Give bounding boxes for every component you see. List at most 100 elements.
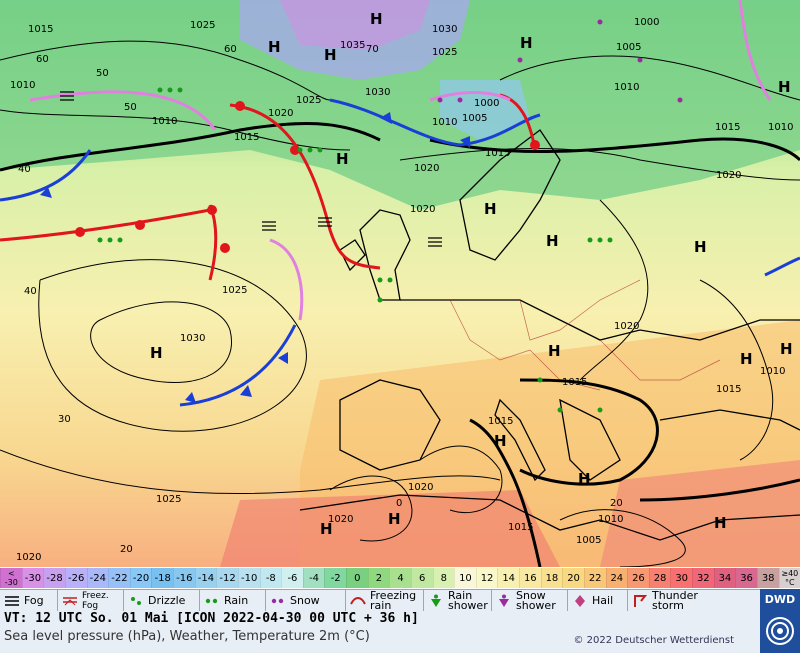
pressure-label: 1010 xyxy=(598,514,623,525)
temp-label: 70 xyxy=(366,44,379,55)
legend-thunderstorm-label: Thunder storm xyxy=(652,589,698,612)
scale-cell: 32 xyxy=(692,568,714,588)
freezing-rain-icon xyxy=(350,597,366,605)
pressure-label: 1005 xyxy=(576,535,601,546)
pressure-label: 1020 xyxy=(410,204,435,215)
temp-label: 20 xyxy=(610,498,623,509)
high-marker: H xyxy=(320,520,333,538)
scale-cell: 2 xyxy=(367,568,390,588)
temp-label: 60 xyxy=(36,54,49,65)
pressure-label: 1015 xyxy=(234,132,259,143)
temp-label: 60 xyxy=(224,44,237,55)
legend-freez-fog-label: Freez. Fog xyxy=(82,591,109,611)
fog-icon xyxy=(5,596,19,606)
temp-label: 30 xyxy=(58,414,71,425)
legend-snow: Snow xyxy=(266,590,346,612)
scale-cell: 22 xyxy=(583,568,606,588)
high-marker: H xyxy=(494,432,507,450)
info-panel: VT: 12 UTC So. 01 Mai [ICON 2022-04-30 0… xyxy=(0,611,760,653)
scale-cell: -16 xyxy=(173,568,195,588)
scale-cell: 16 xyxy=(519,568,541,588)
pressure-label: 1015 xyxy=(508,522,533,533)
legend-hail: Hail xyxy=(568,590,628,612)
scale-cell: 12 xyxy=(475,568,498,588)
temp-label: 50 xyxy=(96,68,109,79)
high-marker: H xyxy=(546,232,559,250)
pressure-label: 1025 xyxy=(432,47,457,58)
pressure-label: 1030 xyxy=(365,87,390,98)
scale-cell: 20 xyxy=(562,568,584,588)
pressure-label: 1005 xyxy=(462,113,487,124)
legend-snow-label: Snow xyxy=(290,594,320,607)
pressure-label: 1025 xyxy=(156,494,181,505)
legend-freezing-rain-label: Freezing rain xyxy=(370,589,417,612)
legend-fog-label: Fog xyxy=(24,594,44,607)
temp-label: 40 xyxy=(24,286,37,297)
thunderstorm-icon xyxy=(634,595,648,607)
rain-icon xyxy=(205,598,218,604)
pressure-label: 1020 xyxy=(268,108,293,119)
high-marker: H xyxy=(484,200,497,218)
high-marker: H xyxy=(336,150,349,168)
scale-cell: 18 xyxy=(540,568,563,588)
scale-cell: -24 xyxy=(86,568,109,588)
high-marker: H xyxy=(388,510,401,528)
occlusion-norway xyxy=(429,91,511,102)
pressure-label: 1010 xyxy=(10,80,35,91)
temp-label: 40 xyxy=(18,164,31,175)
legend-snow-shower: Snow shower xyxy=(492,590,568,612)
scale-cell: 8 xyxy=(432,568,455,588)
temp-label: 0 xyxy=(396,498,402,509)
drizzle-icon xyxy=(131,597,141,605)
legend-snow-shower-label: Snow shower xyxy=(516,589,556,612)
rain-dots xyxy=(97,87,613,413)
pressure-label: 1010 xyxy=(152,116,177,127)
scale-cell: 24 xyxy=(605,568,628,588)
temperature-color-scale: < -30 -30 -28 -26 -24 -22 -20 -18 -16 -14 -12 -10 -8… xyxy=(0,568,800,588)
high-marker: H xyxy=(714,514,727,532)
pressure-label: 1020 xyxy=(414,163,439,174)
cold-scandinavia-region xyxy=(440,80,530,140)
cold-front-east xyxy=(764,256,800,277)
scale-cell: 10 xyxy=(454,568,476,588)
high-pressure-centers: H H H H H H H H H H H H H H H H H H xyxy=(150,10,793,538)
scale-cell: 30 xyxy=(670,568,692,588)
high-marker: H xyxy=(578,470,591,488)
chart-subtitle: Sea level pressure (hPa), Weather, Tempe… xyxy=(4,629,370,644)
pressure-label: 1020 xyxy=(328,514,353,525)
pressure-label: 1025 xyxy=(222,285,247,296)
pressure-label: 1010 xyxy=(768,122,793,133)
high-marker: H xyxy=(780,340,793,358)
pressure-label: 1010 xyxy=(760,366,785,377)
pressure-label: 1020 xyxy=(614,321,639,332)
pressure-label: 1015 xyxy=(488,416,513,427)
weather-map: 1025 1015 1010 1010 1030 1035 1030 1025 … xyxy=(0,0,800,567)
weather-legend: Fog Freez. Fog Drizzle Rain Snow Freezin… xyxy=(0,589,760,613)
scale-cell: -4 xyxy=(302,568,325,588)
dwd-swirl-icon xyxy=(766,617,794,645)
map-canvas: 1025 1015 1010 1010 1030 1035 1030 1025 … xyxy=(0,0,800,567)
scale-cell: 6 xyxy=(410,568,433,588)
pressure-labels: 1025 1015 1010 1010 1030 1035 1030 1025 … xyxy=(10,17,793,563)
scale-cell: 4 xyxy=(389,568,411,588)
snow-icon xyxy=(271,598,284,604)
occlusion-center xyxy=(269,238,304,321)
high-marker: H xyxy=(778,78,791,96)
main-isobars xyxy=(0,121,800,567)
legend-rain: Rain xyxy=(200,590,266,612)
high-marker: H xyxy=(150,344,163,362)
pressure-label: 1020 xyxy=(408,482,433,493)
snow-symbols xyxy=(437,19,683,103)
pressure-label: 1000 xyxy=(634,17,659,28)
warm-front-north xyxy=(229,103,381,270)
scale-cell: 14 xyxy=(497,568,519,588)
scale-cell: -2 xyxy=(324,568,346,588)
pressure-label: 1015 xyxy=(485,148,510,159)
scale-cell: -18 xyxy=(151,568,173,588)
dwd-logo-text: DWD xyxy=(764,593,796,606)
scale-cell: 26 xyxy=(627,568,649,588)
pressure-label: 1035 xyxy=(340,40,365,51)
legend-thunderstorm: Thunder storm xyxy=(628,590,760,612)
scale-cell: 34 xyxy=(713,568,736,588)
